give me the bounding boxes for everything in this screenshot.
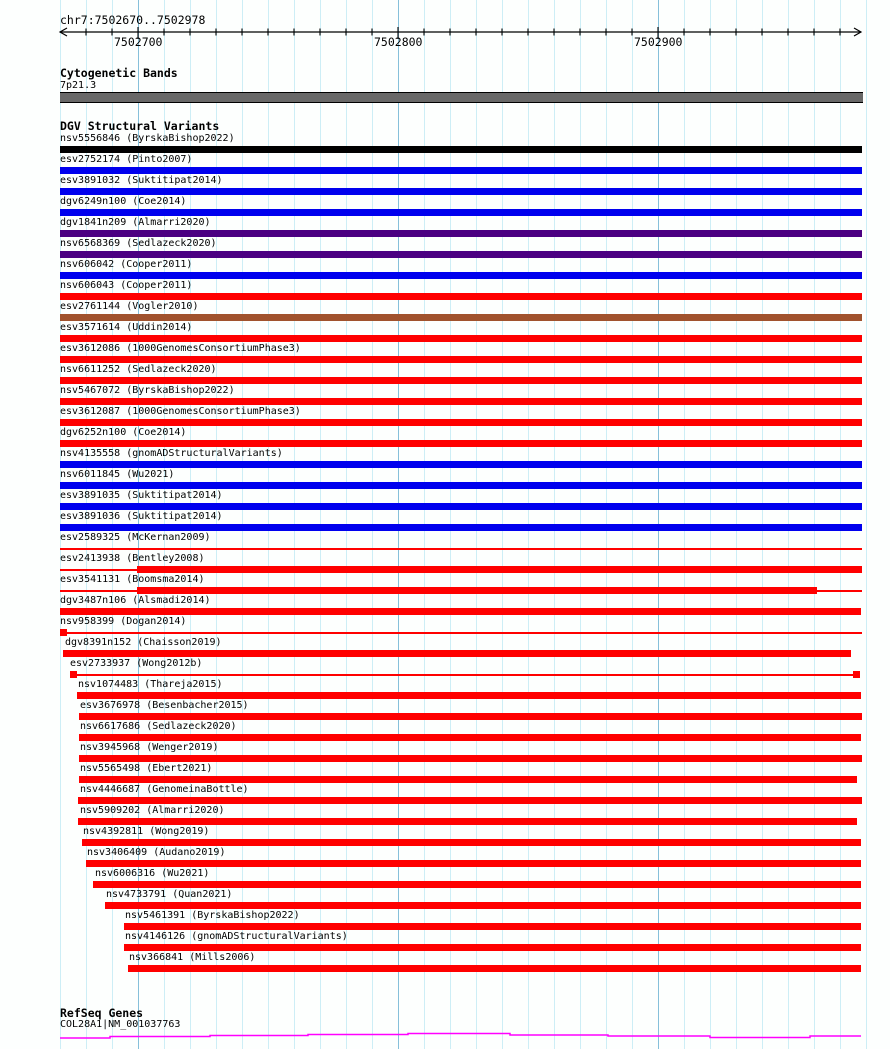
variant-label[interactable]: nsv958399 (Dogan2014) — [60, 616, 187, 627]
variant-bar[interactable] — [60, 146, 862, 153]
cytogenetic-bands-title: Cytogenetic Bands — [60, 66, 178, 80]
variant-label[interactable]: nsv6006316 (Wu2021) — [95, 868, 210, 879]
variant-label[interactable]: esv3541131 (Boomsma2014) — [60, 574, 205, 585]
variant-bar[interactable] — [60, 440, 862, 447]
gridline — [866, 0, 867, 1049]
variant-bar[interactable] — [60, 419, 862, 426]
variant-bar[interactable] — [817, 590, 862, 592]
variant-bar[interactable] — [60, 251, 862, 258]
gene-label[interactable]: COL28A1|NM_001037763 — [60, 1019, 181, 1030]
variant-label[interactable]: esv3891035 (Suktitipat2014) — [60, 490, 223, 501]
variant-bar[interactable] — [78, 797, 862, 804]
variant-bar[interactable] — [60, 293, 862, 300]
variant-bar[interactable] — [60, 524, 862, 531]
variant-label[interactable]: nsv4446687 (GenomeinaBottle) — [80, 784, 249, 795]
variant-label[interactable]: nsv5909202 (Almarri2020) — [80, 805, 225, 816]
variant-bar[interactable] — [60, 209, 862, 216]
variant-label[interactable]: nsv366841 (Mills2006) — [129, 952, 256, 963]
variant-bar[interactable] — [82, 839, 861, 846]
variant-label[interactable]: nsv6611252 (Sedlazeck2020) — [60, 364, 217, 375]
variant-bar[interactable] — [79, 713, 862, 720]
variant-label[interactable]: dgv3487n106 (Alsmadi2014) — [60, 595, 211, 606]
variant-bar[interactable] — [60, 461, 862, 468]
variant-bar[interactable] — [60, 608, 861, 615]
variant-label[interactable]: esv3612087 (1000GenomesConsortiumPhase3) — [60, 406, 301, 417]
variant-bar[interactable] — [60, 188, 862, 195]
variant-bar[interactable] — [60, 335, 862, 342]
variant-label[interactable]: nsv5556846 (ByrskaBishop2022) — [60, 133, 235, 144]
variant-bar[interactable] — [105, 902, 861, 909]
variant-bar[interactable] — [60, 272, 862, 279]
variant-bar[interactable] — [128, 965, 861, 972]
variant-bar[interactable] — [124, 923, 861, 930]
variant-label[interactable]: nsv606042 (Cooper2011) — [60, 259, 193, 270]
variant-bar[interactable] — [63, 650, 851, 657]
variant-bar[interactable] — [853, 671, 860, 678]
variant-bar[interactable] — [137, 587, 817, 594]
variant-label[interactable]: nsv3406409 (Audano2019) — [87, 847, 226, 858]
variant-label[interactable]: nsv5565498 (Ebert2021) — [80, 763, 213, 774]
variant-label[interactable]: esv2733937 (Wong2012b) — [70, 658, 203, 669]
ruler-tick-label: 7502700 — [114, 35, 163, 49]
variant-label[interactable]: dgv6249n100 (Coe2014) — [60, 196, 187, 207]
gene-intron-line[interactable] — [60, 1032, 861, 1039]
variant-bar[interactable] — [60, 569, 137, 571]
variant-label[interactable]: nsv6568369 (Sedlazeck2020) — [60, 238, 217, 249]
ruler-tick-label: 7502900 — [634, 35, 683, 49]
cytoband-bar[interactable] — [60, 92, 863, 103]
variant-label[interactable]: nsv5467072 (ByrskaBishop2022) — [60, 385, 235, 396]
variant-bar[interactable] — [60, 314, 862, 321]
variant-label[interactable]: dgv8391n152 (Chaisson2019) — [65, 637, 222, 648]
variant-bar[interactable] — [60, 230, 862, 237]
variant-bar[interactable] — [78, 818, 857, 825]
variant-bar[interactable] — [60, 503, 862, 510]
variant-label[interactable]: esv3571614 (Uddin2014) — [60, 322, 193, 333]
variant-label[interactable]: nsv4392811 (Wong2019) — [83, 826, 210, 837]
variant-label[interactable]: nsv606043 (Cooper2011) — [60, 280, 193, 291]
variant-label[interactable]: nsv4146126 (gnomADStructuralVariants) — [125, 931, 348, 942]
dgv-track-title: DGV Structural Variants — [60, 119, 220, 133]
variant-bar[interactable] — [60, 398, 862, 405]
variant-label[interactable]: esv2761144 (Vogler2010) — [60, 301, 199, 312]
variant-label[interactable]: nsv3945968 (Wenger2019) — [80, 742, 219, 753]
variant-bar[interactable] — [124, 944, 861, 951]
ruler — [58, 27, 863, 39]
variant-bar[interactable] — [137, 566, 862, 573]
variant-bar[interactable] — [79, 776, 857, 783]
variant-label[interactable]: esv2589325 (McKernan2009) — [60, 532, 211, 543]
variant-label[interactable]: nsv6617686 (Sedlazeck2020) — [80, 721, 237, 732]
variant-label[interactable]: esv2413938 (Bentley2008) — [60, 553, 205, 564]
variant-bar[interactable] — [77, 692, 861, 699]
cytoband-label: 7p21.3 — [60, 80, 97, 91]
variant-label[interactable]: esv3891036 (Suktitipat2014) — [60, 511, 223, 522]
variant-bar[interactable] — [93, 881, 861, 888]
variant-label[interactable]: nsv6011845 (Wu2021) — [60, 469, 175, 480]
variant-bar[interactable] — [60, 167, 862, 174]
variant-bar[interactable] — [60, 590, 137, 592]
variant-label[interactable]: esv3676978 (Besenbacher2015) — [80, 700, 249, 711]
variant-label[interactable]: nsv4135558 (gnomADStructuralVariants) — [60, 448, 283, 459]
variant-label[interactable]: nsv4733791 (Quan2021) — [106, 889, 233, 900]
variant-label[interactable]: nsv1074483 (Thareja2015) — [78, 679, 223, 690]
variant-label[interactable]: dgv1841n209 (Almarri2020) — [60, 217, 211, 228]
variant-label[interactable]: esv2752174 (Pinto2007) — [60, 154, 193, 165]
variant-bar[interactable] — [60, 482, 862, 489]
variant-bar[interactable] — [60, 632, 862, 634]
variant-bar[interactable] — [86, 860, 861, 867]
variant-bar[interactable] — [79, 755, 862, 762]
variant-bar[interactable] — [60, 377, 862, 384]
region-title: chr7:7502670..7502978 — [60, 13, 206, 27]
variant-bar[interactable] — [60, 356, 862, 363]
variant-label[interactable]: nsv5461391 (ByrskaBishop2022) — [125, 910, 300, 921]
variant-bar[interactable] — [70, 674, 860, 676]
variant-label[interactable]: esv3891032 (Suktitipat2014) — [60, 175, 223, 186]
variant-label[interactable]: esv3612086 (1000GenomesConsortiumPhase3) — [60, 343, 301, 354]
variant-bar[interactable] — [79, 734, 861, 741]
refseq-track-title: RefSeq Genes — [60, 1006, 144, 1020]
variant-label[interactable]: dgv6252n100 (Coe2014) — [60, 427, 187, 438]
variant-bar[interactable] — [60, 548, 862, 550]
ruler-tick-label: 7502800 — [374, 35, 423, 49]
